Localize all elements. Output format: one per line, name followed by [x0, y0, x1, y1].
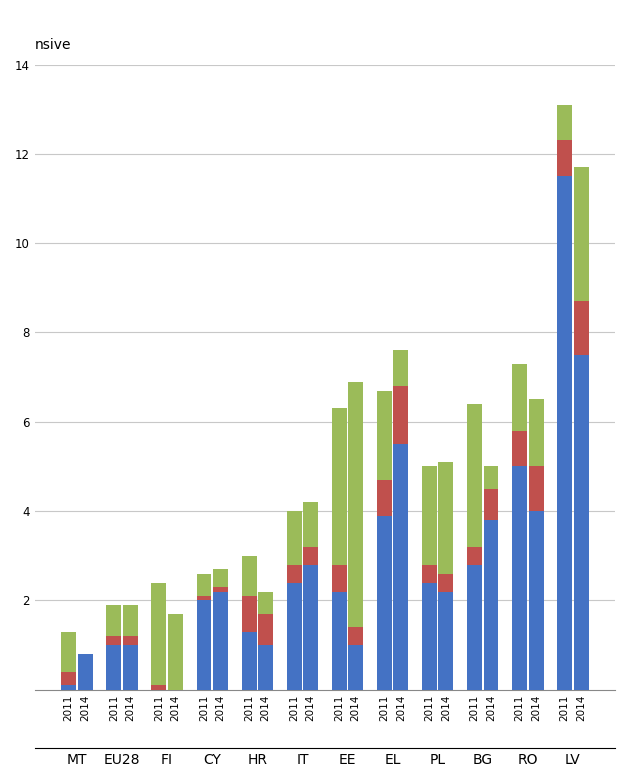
Bar — [287, 511, 302, 565]
Bar — [558, 105, 572, 141]
Bar — [438, 462, 454, 574]
Bar — [348, 645, 363, 690]
Bar — [393, 350, 408, 386]
Bar — [61, 632, 76, 672]
Bar — [106, 645, 121, 690]
Bar — [467, 547, 482, 565]
Bar — [287, 565, 302, 583]
Bar — [123, 605, 138, 637]
Bar — [393, 444, 408, 690]
Bar — [61, 685, 76, 690]
Bar — [197, 596, 212, 601]
Bar — [61, 672, 76, 685]
Bar — [377, 390, 392, 480]
Bar — [484, 489, 498, 520]
Bar — [106, 637, 121, 645]
Bar — [213, 591, 228, 690]
Bar — [467, 565, 482, 690]
Bar — [574, 167, 588, 301]
Bar — [332, 591, 346, 690]
Bar — [484, 467, 498, 489]
Bar — [213, 587, 228, 591]
Bar — [484, 520, 498, 690]
Bar — [123, 637, 138, 645]
Bar — [512, 364, 527, 431]
Bar — [512, 467, 527, 690]
Bar — [332, 565, 346, 591]
Bar — [467, 404, 482, 547]
Bar — [242, 632, 256, 690]
Bar — [242, 556, 256, 596]
Bar — [422, 467, 437, 565]
Bar — [303, 547, 318, 565]
Bar — [529, 467, 544, 511]
Bar — [377, 515, 392, 690]
Bar — [377, 480, 392, 515]
Bar — [332, 408, 346, 565]
Text: nsive: nsive — [35, 38, 71, 52]
Bar — [348, 382, 363, 627]
Bar — [512, 431, 527, 467]
Bar — [348, 627, 363, 645]
Bar — [574, 301, 588, 355]
Bar — [529, 511, 544, 690]
Bar — [422, 583, 437, 690]
Bar — [168, 614, 183, 690]
Bar — [258, 645, 273, 690]
Bar — [287, 583, 302, 690]
Bar — [303, 502, 318, 547]
Bar — [242, 596, 256, 632]
Bar — [574, 355, 588, 690]
Bar — [438, 591, 454, 690]
Bar — [123, 645, 138, 690]
Bar — [151, 583, 166, 685]
Bar — [393, 386, 408, 444]
Bar — [197, 601, 212, 690]
Bar — [438, 574, 454, 591]
Bar — [558, 176, 572, 690]
Bar — [106, 605, 121, 637]
Bar — [77, 654, 93, 690]
Bar — [151, 685, 166, 690]
Bar — [258, 591, 273, 614]
Bar — [558, 141, 572, 176]
Bar — [303, 565, 318, 690]
Bar — [213, 569, 228, 587]
Bar — [197, 574, 212, 596]
Bar — [529, 400, 544, 467]
Bar — [422, 565, 437, 583]
Bar — [258, 614, 273, 645]
